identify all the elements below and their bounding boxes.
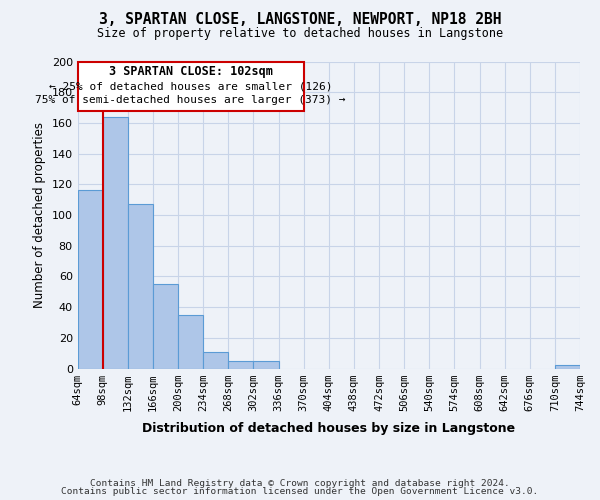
Bar [203, 352, 229, 368]
Text: 3, SPARTAN CLOSE, LANGSTONE, NEWPORT, NP18 2BH: 3, SPARTAN CLOSE, LANGSTONE, NEWPORT, NP… [99, 12, 501, 28]
Bar [229, 361, 253, 368]
X-axis label: Distribution of detached houses by size in Langstone: Distribution of detached houses by size … [142, 422, 515, 435]
Bar [77, 190, 103, 368]
Bar [153, 284, 178, 368]
Text: ← 25% of detached houses are smaller (126): ← 25% of detached houses are smaller (12… [49, 81, 332, 91]
Text: Contains HM Land Registry data © Crown copyright and database right 2024.: Contains HM Land Registry data © Crown c… [90, 478, 510, 488]
Bar [178, 315, 203, 368]
Bar [103, 117, 128, 368]
FancyBboxPatch shape [77, 62, 304, 110]
Text: Contains public sector information licensed under the Open Government Licence v3: Contains public sector information licen… [61, 487, 539, 496]
Y-axis label: Number of detached properties: Number of detached properties [33, 122, 46, 308]
Bar [128, 204, 153, 368]
Text: Size of property relative to detached houses in Langstone: Size of property relative to detached ho… [97, 28, 503, 40]
Bar [253, 361, 278, 368]
Text: 3 SPARTAN CLOSE: 102sqm: 3 SPARTAN CLOSE: 102sqm [109, 65, 272, 78]
Text: 75% of semi-detached houses are larger (373) →: 75% of semi-detached houses are larger (… [35, 95, 346, 105]
Bar [555, 366, 580, 368]
